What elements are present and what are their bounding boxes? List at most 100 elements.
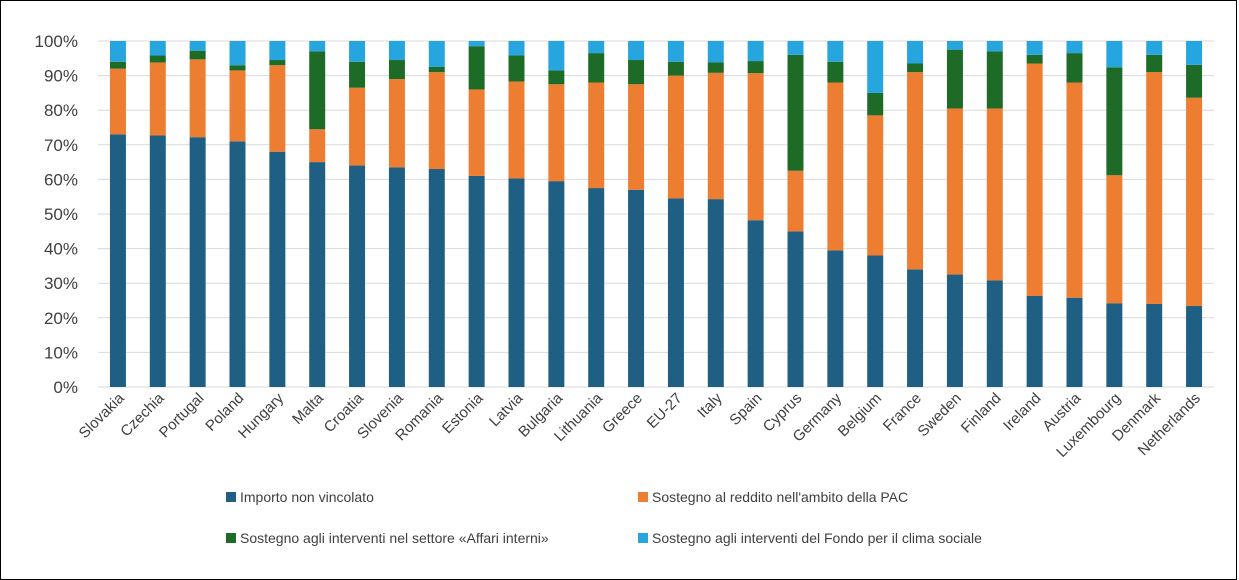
- bar-segment: [508, 55, 525, 82]
- bar-segment: [1146, 72, 1163, 304]
- bar-segment: [468, 89, 485, 176]
- bar-segment: [229, 70, 246, 142]
- bar-segment: [109, 134, 126, 387]
- bar-segment: [309, 41, 326, 52]
- bar-segment: [628, 189, 645, 387]
- bar-segment: [707, 41, 724, 63]
- legend-swatch: [638, 492, 648, 502]
- bar-segment: [1186, 41, 1203, 65]
- bar-segment: [1066, 82, 1083, 298]
- bar-segment: [588, 188, 605, 387]
- bar-segment: [309, 51, 326, 130]
- x-category-label: Finland: [958, 390, 1005, 437]
- bar-segment: [109, 68, 126, 135]
- bar-segment: [1026, 54, 1043, 64]
- bar-segment: [1066, 297, 1083, 387]
- bar-segment: [109, 61, 126, 69]
- bar-segment: [428, 66, 445, 73]
- legend-swatch: [226, 533, 236, 543]
- bar-segment: [667, 41, 684, 62]
- bar-segment: [349, 87, 366, 166]
- bar-segment: [269, 65, 286, 152]
- bar-segment: [1106, 67, 1123, 176]
- bar-segment: [1106, 41, 1123, 68]
- bar-segment: [269, 60, 286, 66]
- bar-segment: [1026, 63, 1043, 297]
- x-category-label: Belgium: [835, 390, 885, 440]
- bar-segment: [468, 46, 485, 90]
- x-category-label: Portugal: [156, 390, 208, 442]
- bar-segment: [628, 41, 645, 61]
- bar-segment: [428, 41, 445, 67]
- bar-segment: [149, 55, 166, 63]
- bar-segment: [189, 41, 206, 51]
- bar-segment: [946, 49, 963, 109]
- bar-segment: [229, 41, 246, 66]
- bar-segment: [588, 82, 605, 189]
- bar-segment: [388, 79, 405, 168]
- y-tick-label: 30%: [44, 274, 78, 293]
- grid-lines: [98, 40, 1214, 388]
- bar-segment: [707, 199, 724, 387]
- bar-segment: [508, 41, 525, 56]
- bar-segment: [588, 53, 605, 83]
- y-tick-label: 20%: [44, 309, 78, 328]
- bar-segment: [109, 41, 126, 62]
- bar-segment: [747, 41, 764, 62]
- bar-segment: [1186, 97, 1203, 307]
- x-category-label: Estonia: [439, 389, 487, 437]
- bar-segment: [1106, 303, 1123, 387]
- bar-segment: [628, 60, 645, 85]
- x-category-label: Sweden: [914, 390, 964, 440]
- bar-segment: [946, 41, 963, 50]
- bar-segment: [149, 62, 166, 136]
- y-axis-tick-labels: 0% 10% 20% 30% 40% 50% 60% 70% 80% 90% 100%: [35, 32, 78, 397]
- bar-segment: [907, 269, 924, 387]
- bar-segment: [946, 108, 963, 275]
- bar-segment: [1026, 296, 1043, 387]
- bar-segment: [468, 41, 485, 47]
- x-category-label: Hungary: [235, 389, 287, 441]
- bar-segment: [747, 73, 764, 221]
- bar-segment: [946, 274, 963, 387]
- bars: [109, 41, 1203, 387]
- bar-segment: [667, 75, 684, 199]
- bar-segment: [428, 169, 445, 387]
- y-tick-label: 70%: [44, 136, 78, 155]
- x-category-label: Slovakia: [76, 389, 129, 442]
- bar-segment: [707, 62, 724, 73]
- bar-segment: [309, 162, 326, 387]
- bar-segment: [867, 41, 884, 93]
- bar-segment: [149, 41, 166, 56]
- bar-segment: [349, 41, 366, 62]
- y-tick-label: 50%: [44, 205, 78, 224]
- y-tick-label: 10%: [44, 343, 78, 362]
- x-category-label: Ireland: [1000, 390, 1044, 434]
- bar-segment: [269, 151, 286, 387]
- bar-segment: [1066, 53, 1083, 83]
- bar-segment: [1146, 54, 1163, 73]
- legend-label: Sostegno agli interventi del Fondo per i…: [652, 530, 982, 546]
- legend-swatch: [638, 533, 648, 543]
- bar-segment: [149, 135, 166, 387]
- bar-segment: [508, 178, 525, 387]
- bar-segment: [548, 70, 565, 85]
- bar-segment: [548, 181, 565, 387]
- bar-segment: [986, 51, 1003, 109]
- bar-segment: [827, 61, 844, 83]
- bar-segment: [508, 81, 525, 179]
- bar-segment: [229, 65, 246, 71]
- bar-segment: [468, 175, 485, 387]
- bar-segment: [787, 231, 804, 387]
- bar-segment: [827, 41, 844, 62]
- legend-label: Importo non vincolato: [240, 489, 374, 505]
- y-tick-label: 90%: [44, 67, 78, 86]
- bar-segment: [907, 72, 924, 270]
- bar-segment: [548, 41, 565, 71]
- bar-segment: [867, 255, 884, 387]
- bar-segment: [588, 41, 605, 54]
- y-tick-label: 100%: [35, 32, 78, 51]
